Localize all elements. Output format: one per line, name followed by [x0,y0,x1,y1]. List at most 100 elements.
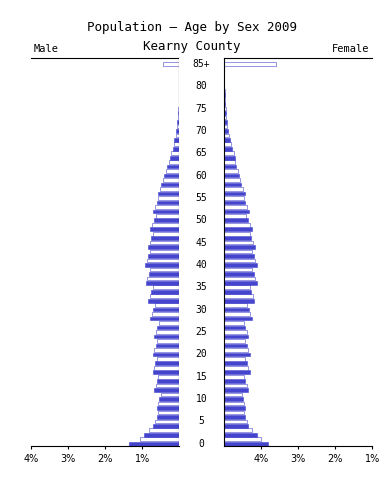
Text: 5: 5 [199,416,205,426]
Bar [224,178,240,182]
Bar [152,371,179,374]
Bar [158,375,179,379]
Bar [224,371,250,374]
Bar [159,321,179,325]
Bar [177,120,179,124]
Bar [224,406,245,410]
Bar [224,388,248,392]
Bar [157,379,179,383]
Bar [224,267,252,271]
Bar [157,406,179,410]
Bar [158,196,179,200]
Bar [155,205,179,209]
Bar [144,433,179,437]
Bar [159,397,179,401]
Bar [152,223,179,227]
Bar [224,236,252,240]
Text: Male: Male [34,44,59,54]
Bar [155,361,179,365]
Text: 60: 60 [196,170,207,180]
Bar [155,420,179,423]
Bar [224,294,253,298]
Bar [154,388,179,392]
Bar [224,339,245,343]
Bar [149,429,179,432]
Bar [224,352,250,356]
Bar [151,236,179,240]
Bar [224,335,248,338]
Bar [158,410,179,414]
Text: 25: 25 [196,327,207,337]
Bar [224,397,243,401]
Bar [224,375,244,379]
Bar [156,214,179,217]
Bar [162,183,179,186]
Text: 80: 80 [196,81,207,91]
Text: Population — Age by Sex 2009: Population — Age by Sex 2009 [87,21,297,34]
Bar [224,442,268,445]
Bar [224,326,245,329]
Bar [224,312,250,316]
Bar [224,187,243,191]
Bar [224,317,252,321]
Bar [154,348,179,352]
Bar [224,156,235,159]
Bar [224,116,227,120]
Bar [152,232,179,236]
Bar [166,169,179,173]
Text: 45: 45 [196,238,207,248]
Bar [151,250,179,253]
Bar [153,308,179,312]
Bar [224,263,257,267]
Text: 20: 20 [196,349,207,360]
Bar [156,330,179,334]
Bar [150,294,179,298]
Bar [224,125,227,128]
Text: 0: 0 [199,439,205,449]
Bar [224,205,247,209]
Bar [157,339,179,343]
Text: 30: 30 [196,305,207,315]
Bar [224,410,244,414]
Bar [152,286,179,289]
Bar [160,187,179,191]
Text: Kearny County: Kearny County [143,40,241,53]
Bar [147,276,179,280]
Bar [154,335,179,338]
Bar [224,192,245,195]
Bar [224,361,247,365]
Bar [167,165,179,168]
Bar [224,308,249,312]
Bar [224,245,255,249]
Bar [224,143,231,146]
Bar [224,424,248,428]
Bar [224,344,247,347]
Bar [224,218,248,222]
Bar [151,317,179,321]
Text: 85+: 85+ [193,59,210,69]
Bar [224,111,226,115]
Bar [224,165,236,168]
Bar [224,272,253,276]
Bar [224,102,225,106]
Bar [224,169,238,173]
Bar [224,196,244,200]
Bar [224,151,233,155]
Bar [224,232,250,236]
Bar [152,312,179,316]
Bar [224,250,252,253]
Bar [224,259,255,263]
Bar [151,228,179,231]
Bar [224,120,227,124]
Bar [224,241,253,244]
Bar [151,267,179,271]
Bar [224,209,249,213]
Bar [224,433,257,437]
Bar [153,424,179,428]
Bar [224,160,235,164]
Bar [224,254,253,258]
Bar [224,89,225,93]
Bar [224,429,252,432]
Bar [152,352,179,356]
Bar [178,116,179,120]
